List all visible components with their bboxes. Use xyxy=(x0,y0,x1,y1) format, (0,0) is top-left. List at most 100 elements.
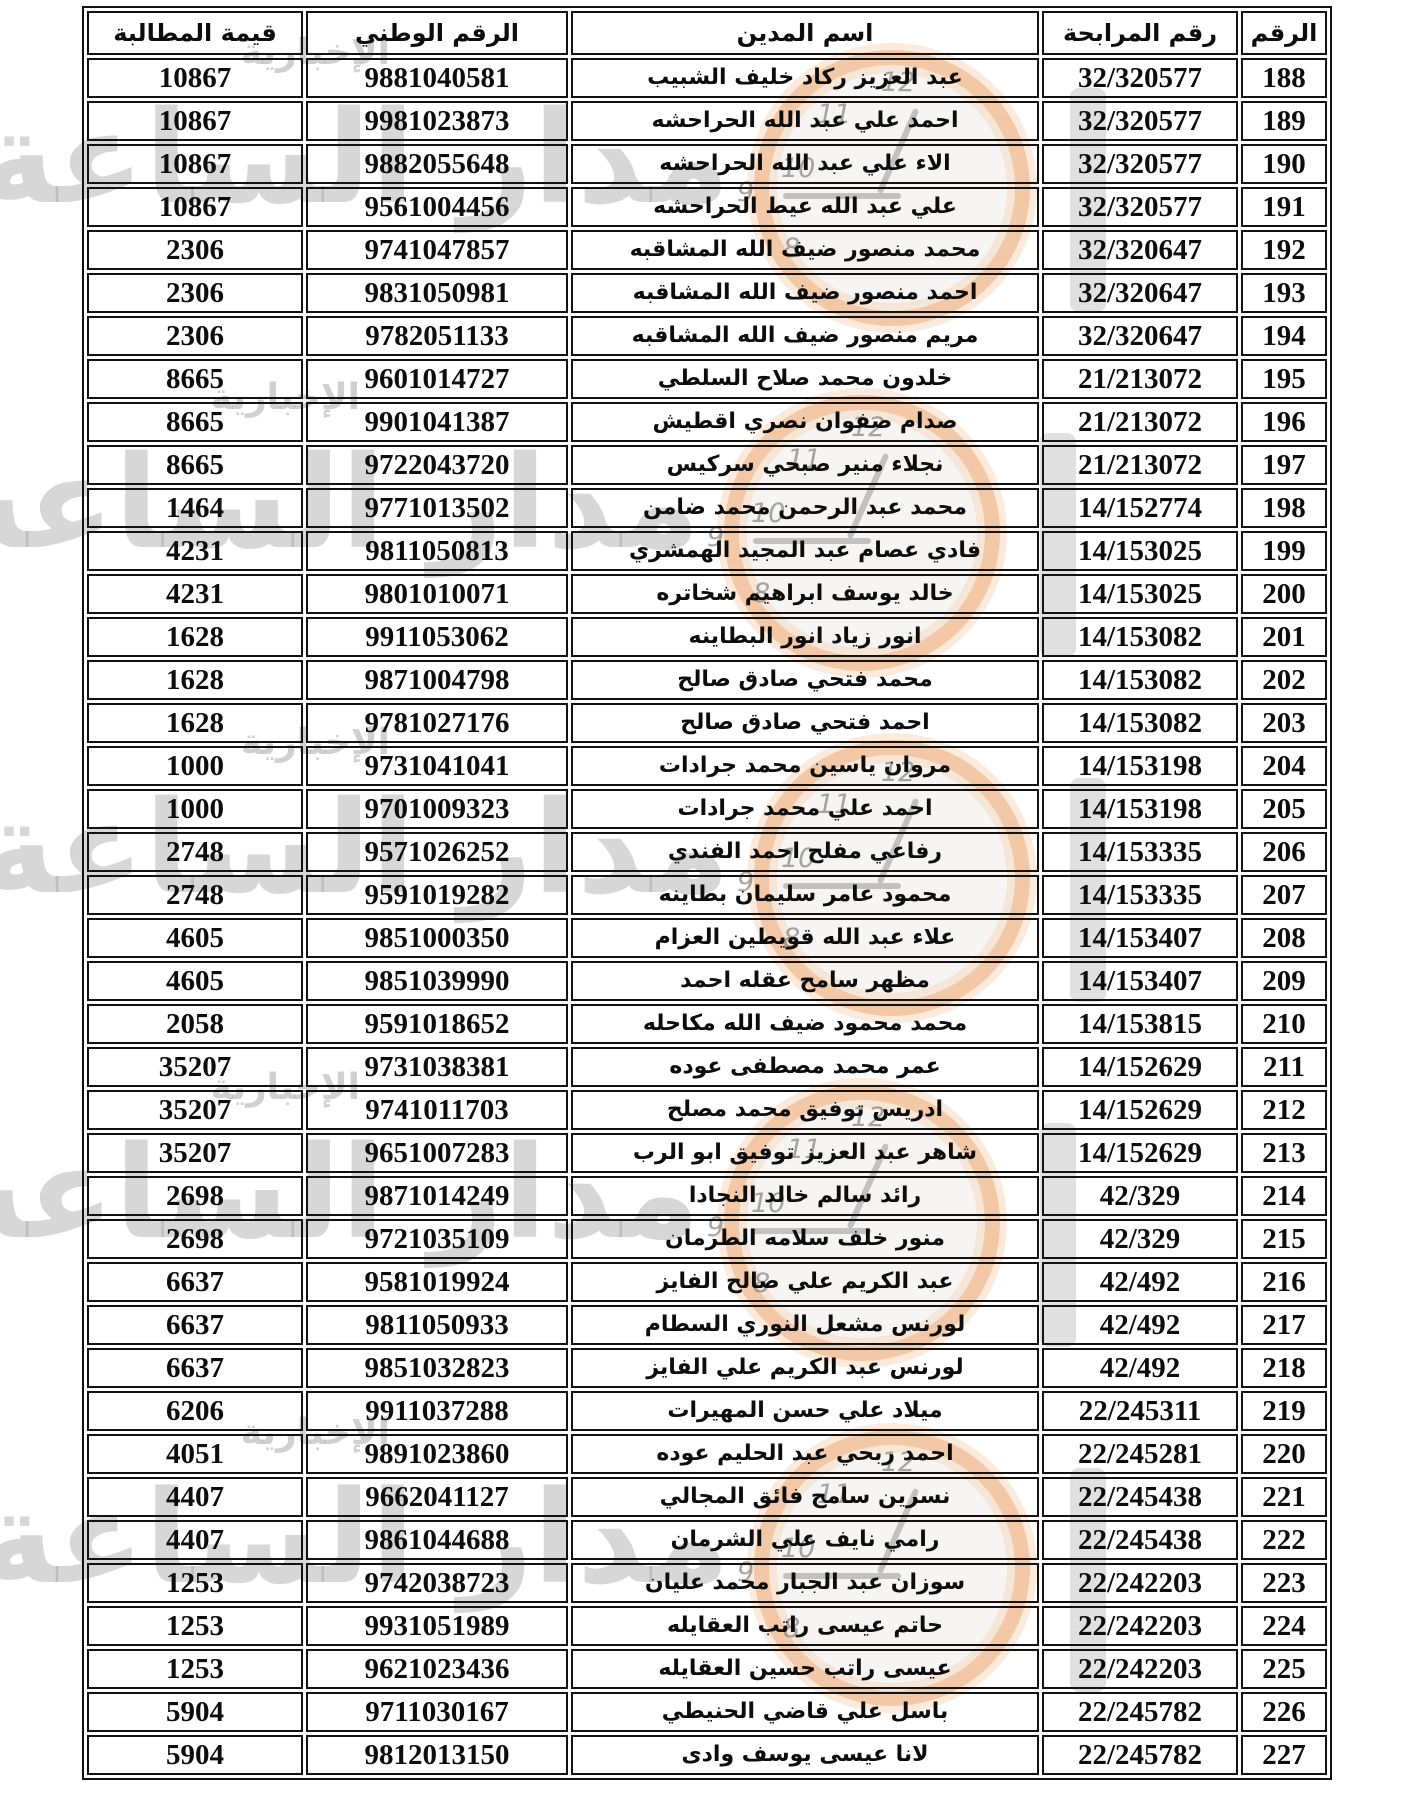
cell-seq: 217 xyxy=(1241,1305,1327,1345)
cell-seq: 215 xyxy=(1241,1219,1327,1259)
document-sheet: الرقم رقم المرابحة اسم المدين الرقم الوطني ق… xyxy=(0,6,1414,1780)
cell-debtor_name: لانا عيسى يوسف وادى xyxy=(571,1735,1039,1775)
cell-seq: 216 xyxy=(1241,1262,1327,1302)
table-row: 203 14/153082 احمد فتحي صادق صالح 978102717… xyxy=(87,703,1327,743)
cell-claim_value: 4605 xyxy=(87,918,303,958)
cell-debtor_name: الاء علي عبد الله الحراحشه xyxy=(571,144,1039,184)
cell-seq: 195 xyxy=(1241,359,1327,399)
cell-murabaha_no: 14/152629 xyxy=(1042,1090,1238,1130)
cell-national_id: 9861044688 xyxy=(306,1520,568,1560)
cell-murabaha_no: 14/153815 xyxy=(1042,1004,1238,1044)
cell-murabaha_no: 22/245782 xyxy=(1042,1692,1238,1732)
cell-murabaha_no: 22/245438 xyxy=(1042,1477,1238,1517)
cell-seq: 202 xyxy=(1241,660,1327,700)
table-row: 224 22/242203 حاتم عيسى راتب العقايله 99310… xyxy=(87,1606,1327,1646)
cell-seq: 188 xyxy=(1241,58,1327,98)
cell-murabaha_no: 42/329 xyxy=(1042,1219,1238,1259)
cell-national_id: 9781027176 xyxy=(306,703,568,743)
cell-claim_value: 35207 xyxy=(87,1047,303,1087)
cell-seq: 191 xyxy=(1241,187,1327,227)
cell-claim_value: 1000 xyxy=(87,746,303,786)
cell-claim_value: 6637 xyxy=(87,1305,303,1345)
cell-murabaha_no: 22/242203 xyxy=(1042,1606,1238,1646)
cell-claim_value: 8665 xyxy=(87,445,303,485)
table-row: 226 22/245782 باسل علي قاضي الحنيطي 9711030… xyxy=(87,1692,1327,1732)
cell-seq: 223 xyxy=(1241,1563,1327,1603)
cell-debtor_name: رائد سالم خالد النجادا xyxy=(571,1176,1039,1216)
table-row: 211 14/152629 عمر محمد مصطفى عوده 973103838… xyxy=(87,1047,1327,1087)
cell-national_id: 9871014249 xyxy=(306,1176,568,1216)
cell-murabaha_no: 22/242203 xyxy=(1042,1649,1238,1689)
cell-murabaha_no: 14/153335 xyxy=(1042,832,1238,872)
cell-murabaha_no: 14/153082 xyxy=(1042,617,1238,657)
cell-national_id: 9662041127 xyxy=(306,1477,568,1517)
cell-claim_value: 2306 xyxy=(87,273,303,313)
cell-murabaha_no: 22/245281 xyxy=(1042,1434,1238,1474)
column-header-debtor_name: اسم المدين xyxy=(571,11,1039,55)
cell-debtor_name: رفاعي مفلح احمد الفندي xyxy=(571,832,1039,872)
cell-murabaha_no: 32/320577 xyxy=(1042,144,1238,184)
cell-debtor_name: مريم منصور ضيف الله المشاقبه xyxy=(571,316,1039,356)
cell-national_id: 9851032823 xyxy=(306,1348,568,1388)
cell-seq: 210 xyxy=(1241,1004,1327,1044)
cell-national_id: 9882055648 xyxy=(306,144,568,184)
cell-debtor_name: باسل علي قاضي الحنيطي xyxy=(571,1692,1039,1732)
table-row: 199 14/153025 فادي عصام عبد المجيد الهمشري… xyxy=(87,531,1327,571)
cell-seq: 220 xyxy=(1241,1434,1327,1474)
cell-claim_value: 1628 xyxy=(87,703,303,743)
cell-claim_value: 6637 xyxy=(87,1348,303,1388)
cell-debtor_name: صدام صفوان نصري اقطيش xyxy=(571,402,1039,442)
cell-claim_value: 4231 xyxy=(87,574,303,614)
cell-national_id: 9651007283 xyxy=(306,1133,568,1173)
cell-national_id: 9581019924 xyxy=(306,1262,568,1302)
cell-national_id: 9711030167 xyxy=(306,1692,568,1732)
cell-debtor_name: لورنس عبد الكريم علي الفايز xyxy=(571,1348,1039,1388)
table-row: 189 32/320577 احمد علي عبد الله الحراحشه 99… xyxy=(87,101,1327,141)
cell-claim_value: 10867 xyxy=(87,101,303,141)
cell-murabaha_no: 22/245782 xyxy=(1042,1735,1238,1775)
table-row: 208 14/153407 علاء عبد الله قويطين العزام 9… xyxy=(87,918,1327,958)
cell-seq: 197 xyxy=(1241,445,1327,485)
cell-claim_value: 6206 xyxy=(87,1391,303,1431)
cell-national_id: 9901041387 xyxy=(306,402,568,442)
table-row: 225 22/242203 عيسى راتب حسين العقايله 96210… xyxy=(87,1649,1327,1689)
cell-seq: 211 xyxy=(1241,1047,1327,1087)
cell-debtor_name: ادريس توفيق محمد مصلح xyxy=(571,1090,1039,1130)
table-row: 202 14/153082 محمد فتحي صادق صالح 987100479… xyxy=(87,660,1327,700)
cell-seq: 190 xyxy=(1241,144,1327,184)
cell-seq: 222 xyxy=(1241,1520,1327,1560)
cell-debtor_name: منور خلف سلامه الطرمان xyxy=(571,1219,1039,1259)
cell-national_id: 9591018652 xyxy=(306,1004,568,1044)
table-row: 205 14/153198 احمد علي محمد جرادات 97010093… xyxy=(87,789,1327,829)
cell-national_id: 9981023873 xyxy=(306,101,568,141)
cell-seq: 224 xyxy=(1241,1606,1327,1646)
table-row: 204 14/153198 مروان ياسين محمد جرادات 97310… xyxy=(87,746,1327,786)
cell-seq: 219 xyxy=(1241,1391,1327,1431)
cell-claim_value: 35207 xyxy=(87,1133,303,1173)
claims-table-header: الرقم رقم المرابحة اسم المدين الرقم الوطني ق… xyxy=(87,11,1327,55)
cell-national_id: 9831050981 xyxy=(306,273,568,313)
cell-claim_value: 1253 xyxy=(87,1563,303,1603)
cell-national_id: 9801010071 xyxy=(306,574,568,614)
cell-national_id: 9871004798 xyxy=(306,660,568,700)
cell-seq: 192 xyxy=(1241,230,1327,270)
cell-claim_value: 1253 xyxy=(87,1606,303,1646)
cell-murabaha_no: 21/213072 xyxy=(1042,445,1238,485)
cell-murabaha_no: 42/492 xyxy=(1042,1305,1238,1345)
cell-debtor_name: احمد علي عبد الله الحراحشه xyxy=(571,101,1039,141)
cell-claim_value: 35207 xyxy=(87,1090,303,1130)
table-row: 221 22/245438 نسرين سامح فائق المجالي 96620… xyxy=(87,1477,1327,1517)
column-header-national_id: الرقم الوطني xyxy=(306,11,568,55)
cell-murabaha_no: 14/152629 xyxy=(1042,1047,1238,1087)
cell-claim_value: 5904 xyxy=(87,1735,303,1775)
cell-murabaha_no: 14/153407 xyxy=(1042,961,1238,1001)
cell-claim_value: 4407 xyxy=(87,1477,303,1517)
cell-national_id: 9722043720 xyxy=(306,445,568,485)
cell-seq: 209 xyxy=(1241,961,1327,1001)
cell-seq: 221 xyxy=(1241,1477,1327,1517)
cell-murabaha_no: 14/152629 xyxy=(1042,1133,1238,1173)
cell-claim_value: 1628 xyxy=(87,617,303,657)
cell-murabaha_no: 22/245311 xyxy=(1042,1391,1238,1431)
cell-national_id: 9931051989 xyxy=(306,1606,568,1646)
cell-seq: 198 xyxy=(1241,488,1327,528)
